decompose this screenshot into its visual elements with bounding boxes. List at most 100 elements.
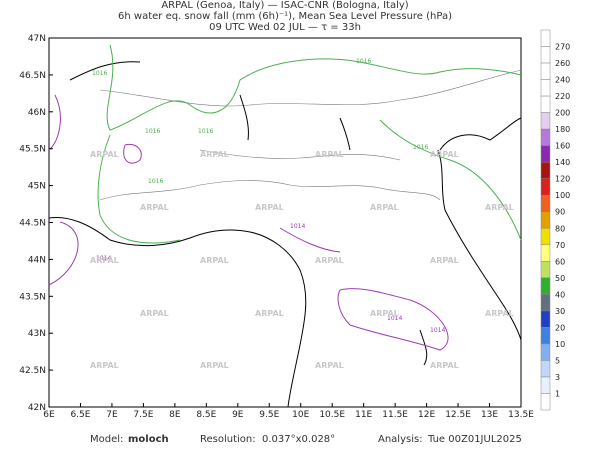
colorbar-swatch <box>540 161 551 179</box>
lon-label: 6E <box>43 410 55 420</box>
lat-label: 45.5N <box>19 145 46 155</box>
contour-label: 1014 <box>430 327 445 334</box>
watermark: ARPAL <box>485 309 514 318</box>
colorbar-swatch <box>540 277 551 295</box>
watermark: ARPAL <box>140 309 169 318</box>
footer-label: Model: <box>90 434 123 445</box>
coastline <box>48 216 307 408</box>
contour-label: 1016 <box>145 128 160 135</box>
watermark: ARPAL <box>200 361 229 370</box>
map-frame <box>48 37 522 408</box>
colorbar-label: 180 <box>555 125 570 134</box>
header-line: 09 UTC Wed 02 JUL — τ = 33h <box>209 22 361 33</box>
colorbar-swatch <box>540 128 551 146</box>
colorbar-label: 60 <box>555 257 565 266</box>
colorbar-label: 20 <box>555 323 565 332</box>
lat-label: 46N <box>28 108 46 118</box>
map-area <box>48 37 522 408</box>
footer-label: Resolution: <box>200 434 256 445</box>
colorbar-swatch <box>540 178 551 196</box>
colorbar-swatch <box>540 261 551 279</box>
contour-label: 1016 <box>413 144 428 151</box>
footer-value: moloch <box>128 434 169 445</box>
lake <box>69 61 428 366</box>
watermark: ARPAL <box>430 150 459 159</box>
coastline <box>439 117 522 151</box>
watermark: ARPAL <box>200 150 229 159</box>
colorbar-swatch <box>540 393 551 411</box>
colorbar-label: 90 <box>555 208 565 217</box>
colorbar-label: 200 <box>555 109 570 118</box>
colorbar-label: 140 <box>555 158 570 167</box>
lat-label: 46.5N <box>19 71 46 81</box>
colorbar-label: 260 <box>555 59 570 68</box>
isobar <box>97 119 522 244</box>
colorbar-label: 220 <box>555 92 570 101</box>
colorbar-swatch <box>540 343 551 361</box>
colorbar-label: 240 <box>555 76 570 85</box>
colorbar-swatch <box>540 145 551 163</box>
watermark: ARPAL <box>255 203 284 212</box>
colorbar-swatch <box>540 62 551 80</box>
colorbar-label: 70 <box>555 241 565 250</box>
colorbar-label: 40 <box>555 290 565 299</box>
lat-label: 43.5N <box>19 292 46 302</box>
lon-label: 13E <box>481 410 498 420</box>
isobar <box>106 44 522 131</box>
colorbar-label: 1 <box>555 389 560 398</box>
lon-label: 8E <box>169 410 181 420</box>
watermark: ARPAL <box>485 203 514 212</box>
lat-label: 45N <box>28 182 46 192</box>
lon-label: 13.5E <box>508 410 534 420</box>
watermark: ARPAL <box>315 150 344 159</box>
contour-label: 1016 <box>92 70 107 77</box>
watermark: ARPAL <box>430 256 459 265</box>
lon-label: 8.5E <box>196 410 216 420</box>
colorbar-label: 160 <box>555 142 570 151</box>
colorbar-label: 120 <box>555 175 570 184</box>
lat-label: 44.5N <box>19 219 46 229</box>
watermark: ARPAL <box>90 150 119 159</box>
colorbar-swatch <box>540 79 551 97</box>
watermark: ARPAL <box>200 256 229 265</box>
colorbar-label: 30 <box>555 307 565 316</box>
colorbar-swatch <box>540 194 551 212</box>
lon-label: 12.5E <box>445 410 471 420</box>
watermark: ARPAL <box>255 309 284 318</box>
colorbar-label: 100 <box>555 191 570 200</box>
colorbar-swatch <box>540 46 551 64</box>
colorbar-swatch <box>540 310 551 328</box>
colorbar-label: 10 <box>555 340 565 349</box>
isobar <box>48 94 449 351</box>
watermark: ARPAL <box>370 309 399 318</box>
lon-label: 9E <box>232 410 244 420</box>
colorbar-swatch <box>540 294 551 312</box>
footer-value: 0.037°x0.028° <box>262 434 335 445</box>
colorbar-swatch <box>540 360 551 378</box>
lon-label: 6.5E <box>70 410 90 420</box>
header-line: 6h water eq. snow fall (mm (6h)⁻¹), Mean… <box>118 11 452 22</box>
lon-label: 9.5E <box>259 410 279 420</box>
colorbar-label: 3 <box>555 373 560 382</box>
colorbar-swatch <box>540 228 551 246</box>
coastline <box>437 149 522 341</box>
lon-label: 12E <box>418 410 435 420</box>
header-line: ARPAL (Genoa, Italy) — ISAC-CNR (Bologna… <box>161 0 408 11</box>
watermark: ARPAL <box>315 361 344 370</box>
watermark: ARPAL <box>140 203 169 212</box>
watermark: ARPAL <box>90 361 119 370</box>
colorbar-label: 5 <box>555 356 560 365</box>
lat-label: 44N <box>28 255 46 265</box>
lat-label: 47N <box>28 34 46 44</box>
footer-value: Tue 00Z01JUL2025 <box>427 434 522 445</box>
colorbar-label: 80 <box>555 224 565 233</box>
contour-label: 1016 <box>356 58 371 65</box>
lon-label: 10.5E <box>319 410 345 420</box>
colorbar-swatch <box>540 29 551 47</box>
colorbar-swatch <box>540 211 551 229</box>
contour-label: 1014 <box>387 315 402 322</box>
watermark: ARPAL <box>370 203 399 212</box>
colorbar-label: 50 <box>555 274 565 283</box>
contour-label: 1014 <box>96 255 111 262</box>
